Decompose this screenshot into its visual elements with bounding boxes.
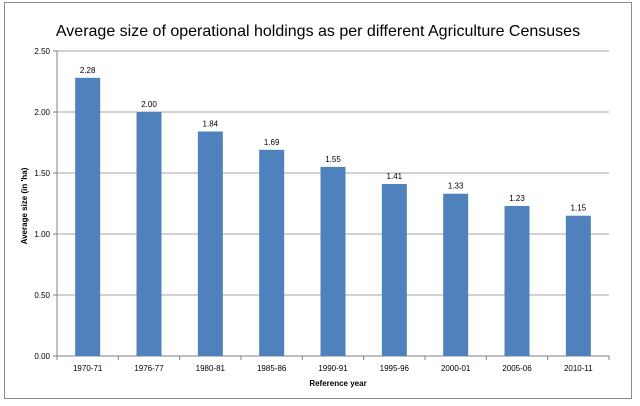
bars	[75, 77, 591, 356]
x-tick-label: 1980-81	[196, 364, 226, 373]
data-label: 1.55	[325, 155, 341, 164]
x-tick-label: 1990-91	[318, 364, 348, 373]
bar-1985-86	[259, 149, 285, 356]
x-tick-label: 2010-11	[564, 364, 593, 373]
x-tick-label: 2000-01	[441, 364, 471, 373]
x-axis-label: Reference year	[309, 379, 366, 388]
bar-1980-81	[197, 131, 223, 356]
y-axis-ticks: 0.00 0.50 1.00 1.50 2.00 2.50	[34, 47, 50, 361]
data-label: 1.41	[387, 172, 403, 181]
y-tick-label: 0.00	[34, 352, 50, 361]
bar-1976-77	[136, 112, 162, 356]
x-tick-label: 2005-06	[502, 364, 532, 373]
data-label: 1.84	[203, 120, 219, 129]
bar-2010-11	[565, 215, 591, 356]
data-label: 1.23	[509, 194, 525, 203]
x-tick-label: 1970-71	[73, 364, 103, 373]
bar-1995-96	[381, 183, 407, 356]
y-tick-label: 1.50	[34, 169, 50, 178]
y-tick-label: 2.00	[34, 108, 50, 117]
x-tick-label: 1976-77	[134, 364, 164, 373]
bar-2000-01	[443, 193, 469, 356]
chart-title: Average size of operational holdings as …	[56, 23, 580, 40]
bar-1970-71	[75, 77, 101, 356]
y-tick-label: 2.50	[34, 47, 50, 56]
data-labels: 2.28 2.00 1.84 1.69 1.55 1.41 1.33 1.23 1.15	[80, 66, 587, 213]
x-tick-label: 1995-96	[380, 364, 410, 373]
data-label: 2.00	[141, 100, 157, 109]
y-tick-label: 1.00	[34, 230, 50, 239]
data-label: 2.28	[80, 66, 96, 75]
x-tick-label: 1985-86	[257, 364, 287, 373]
y-axis-label: Average size (in 'ha)	[20, 167, 29, 244]
bar-2005-06	[504, 205, 530, 356]
data-label: 1.33	[448, 182, 464, 191]
x-axis-ticks: 1970-71 1976-77 1980-81 1985-86 1990-91 1995-…	[73, 364, 593, 373]
y-tick-label: 0.50	[34, 291, 50, 300]
data-label: 1.15	[571, 204, 587, 213]
bar-1990-91	[320, 166, 346, 356]
data-label: 1.69	[264, 138, 280, 147]
